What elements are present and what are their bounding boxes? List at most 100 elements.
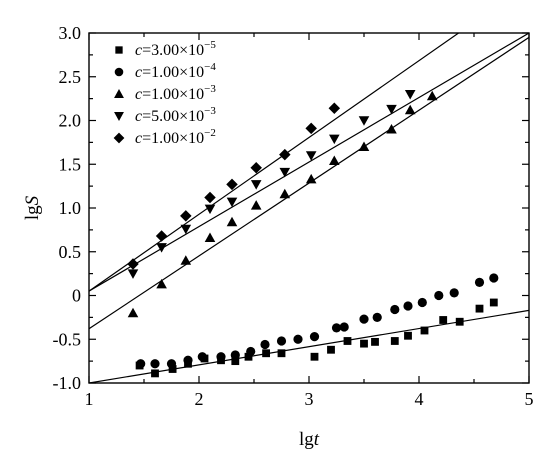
data-point-circle [390, 304, 400, 315]
data-point-square [151, 369, 159, 378]
data-point-triangle-down [404, 90, 416, 100]
fit-line-diamond [89, 33, 459, 292]
data-point-square [390, 337, 399, 345]
data-point-triangle-down [305, 151, 317, 161]
data-point-diamond [180, 210, 192, 222]
legend: c=3.00×10−5c=1.00×10−4c=1.00×10−3c=5.00×… [113, 39, 216, 147]
y-tick-label: -0.5 [53, 329, 82, 349]
data-point-square [327, 345, 335, 354]
data-point-circle [216, 352, 226, 362]
data-point-diamond [226, 178, 238, 191]
legend-label-circle: c=1.00×10−4 [135, 61, 216, 81]
x-tick-label: 5 [525, 389, 534, 409]
data-point-square [244, 352, 253, 361]
data-point-triangle-down [250, 180, 262, 190]
data-point-square [262, 349, 271, 358]
data-point-triangle-up [305, 173, 317, 184]
data-point-triangle-down [226, 197, 238, 208]
data-point-square [343, 337, 352, 345]
data-point-square [231, 357, 240, 366]
data-point-triangle-down [156, 243, 167, 253]
data-point-triangle-up [226, 216, 238, 227]
data-point-square [475, 304, 484, 313]
data-point-diamond [279, 148, 291, 161]
data-point-square [360, 339, 368, 348]
tick-labels: 1 2 3 4 5 -1.0 -0.5 0 0.5 1.0 1.5 2.0 2.5 3.0 [53, 23, 534, 409]
y-tick-label: 0.5 [59, 242, 82, 262]
legend-marker-diamond [113, 132, 125, 144]
data-point-triangle-up [204, 232, 216, 242]
data-point-triangle-up [156, 278, 167, 289]
data-point-square [371, 337, 379, 346]
data-point-circle [136, 359, 146, 369]
data-point-circle [293, 334, 303, 344]
data-point-circle [331, 323, 342, 333]
data-point-circle [276, 336, 287, 346]
data-point-square [489, 298, 498, 307]
y-axis-title: lgS [22, 195, 43, 220]
data-point-triangle-up [279, 188, 291, 199]
legend-label-triangle-up: c=1.00×10−3 [135, 83, 216, 103]
data-point-circle [449, 288, 459, 298]
legend-marker-square [115, 46, 123, 54]
data-point-diamond [155, 230, 168, 242]
x-tick-label: 2 [195, 389, 204, 409]
x-tick-label: 1 [85, 389, 94, 409]
data-point-triangle-up [127, 307, 139, 318]
data-point-square [420, 326, 429, 335]
data-point-square [277, 349, 286, 358]
data-point-diamond [204, 191, 216, 204]
data-point-diamond [305, 122, 317, 135]
y-tick-label: -1.0 [53, 373, 82, 393]
data-point-triangle-up [329, 155, 340, 165]
data-point-circle [434, 290, 444, 301]
fit-line-square [89, 309, 529, 383]
data-point-circle [309, 332, 320, 342]
data-point-circle [230, 350, 240, 360]
data-point-diamond [127, 258, 139, 270]
data-point-square [455, 317, 464, 326]
data-point-circle [183, 355, 193, 365]
data-point-circle [166, 359, 177, 369]
y-tick-label: 0 [72, 286, 81, 306]
y-tick-label: 2.0 [59, 111, 82, 131]
legend-label-triangle-down: c=5.00×10−3 [135, 105, 216, 125]
data-point-circle [372, 312, 382, 322]
legend-marker-circle [114, 67, 124, 77]
data-point-triangle-up [426, 90, 438, 101]
data-point-triangle-up [358, 141, 370, 151]
x-tick-label: 3 [305, 389, 314, 409]
data-point-circle [417, 297, 427, 308]
legend-marker-triangle-up [114, 89, 124, 98]
data-point-circle [246, 346, 256, 357]
data-point-circle [403, 301, 413, 311]
ticks [88, 32, 530, 384]
data-point-triangle-down [386, 104, 397, 115]
data-point-triangle-down [127, 269, 139, 279]
data-point-triangle-up [180, 255, 192, 265]
data-point-triangle-down [358, 116, 370, 126]
y-tick-label: 2.5 [59, 67, 82, 87]
data-point-circle [197, 352, 207, 362]
x-tick-label: 4 [415, 389, 424, 409]
markers [127, 90, 499, 378]
data-point-triangle-down [329, 134, 340, 145]
data-point-triangle-down [204, 204, 216, 215]
data-point-triangle-down [180, 224, 192, 235]
data-point-circle [489, 273, 499, 283]
data-point-triangle-up [386, 123, 397, 134]
x-axis-title: lgt [299, 429, 320, 450]
legend-label-square: c=3.00×10−5 [135, 39, 216, 59]
data-point-square [404, 331, 412, 340]
data-point-triangle-down [279, 167, 291, 178]
data-point-triangle-up [404, 104, 416, 115]
data-point-square [310, 352, 319, 361]
data-point-circle [150, 359, 160, 369]
data-point-diamond [250, 162, 262, 174]
legend-marker-triangle-down [114, 112, 124, 121]
data-point-circle [359, 314, 369, 324]
data-point-circle [260, 339, 270, 350]
data-point-square [439, 316, 448, 324]
y-tick-label: 1.0 [59, 198, 82, 218]
